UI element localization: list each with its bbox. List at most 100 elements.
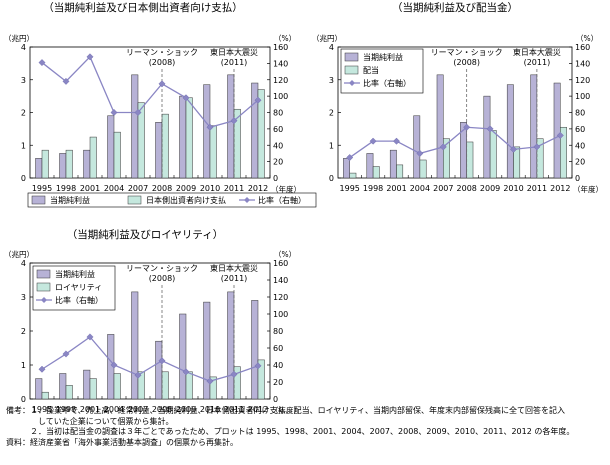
y-right-tick-label: 60	[273, 344, 283, 353]
y-right-tick-label: 100	[273, 92, 288, 101]
x-tick-label: 2010	[200, 405, 220, 414]
legend-label: 当期純利益	[55, 269, 95, 279]
legend: 当期純利益 日本側出資者向け支払 比率（右軸）	[27, 192, 317, 208]
y-right-tick-label: 100	[273, 310, 288, 319]
y-right-unit: （%）	[274, 34, 296, 43]
bar-net-profit	[506, 84, 514, 179]
bar-net-profit	[83, 149, 91, 179]
ratio-point	[230, 370, 238, 378]
event-label: 東日本大震災	[210, 47, 258, 57]
y-right-tick-label: 40	[273, 361, 283, 370]
bar-net-profit	[483, 95, 491, 179]
y-right-tick-label: 120	[575, 76, 590, 85]
y-right-tick-label: 0	[273, 174, 278, 183]
legend-swatch	[36, 269, 51, 279]
y-right-tick-label: 160	[273, 259, 288, 268]
bar-net-profit	[553, 82, 561, 179]
y-right-tick-label: 60	[575, 125, 585, 134]
x-tick-label: 2011	[527, 184, 547, 193]
bar-payment	[443, 138, 450, 179]
x-tick-label: 2009	[176, 405, 196, 414]
chart-title: （当期純利益及び日本側出資者向け支払）	[43, 1, 243, 14]
bar-payment	[161, 113, 169, 179]
x-tick-label: 2009	[176, 184, 196, 193]
x-tick-label: 2007	[128, 184, 148, 193]
bar-net-profit	[155, 122, 163, 179]
bar-payment	[89, 136, 97, 179]
bar-payment	[489, 130, 497, 179]
ratio-point	[439, 143, 447, 151]
bar-net-profit	[413, 115, 421, 179]
x-unit: （年度）	[271, 184, 301, 194]
y-right-tick-label: 120	[273, 76, 288, 85]
y-right-tick-label: 20	[575, 158, 585, 167]
ratio-line	[41, 336, 259, 382]
ratio-point	[254, 96, 262, 104]
ratio-point	[346, 154, 354, 162]
y-right-tick-label: 40	[273, 141, 283, 150]
x-tick-label: 2007	[128, 405, 148, 414]
bar-payment	[89, 378, 97, 400]
ratio-line	[41, 55, 259, 128]
legend-label: ロイヤリティ	[55, 283, 102, 292]
bar-payment	[233, 108, 241, 179]
ratio-point	[463, 123, 471, 131]
ratio-point	[62, 77, 70, 85]
chart-3: （当期純利益及びロイヤリティ）（兆円） （%）（年度）01234020406080…	[4, 228, 301, 415]
legend-label: 比率（右軸）	[258, 195, 306, 205]
ratio-point	[86, 53, 94, 61]
event-year: (2011)	[524, 58, 551, 67]
y-right-tick-label: 140	[575, 59, 590, 68]
event-label: リーマン・ショック	[126, 48, 198, 57]
legend-swatch	[36, 282, 51, 292]
bar-net-profit	[203, 84, 211, 179]
y-left-tick-label: 4	[21, 43, 26, 52]
event-label: 東日本大震災	[210, 263, 258, 273]
event-year: (2011)	[221, 274, 248, 283]
x-tick-label: 2007	[433, 184, 453, 193]
event-label: リーマン・ショック	[126, 264, 198, 273]
legend-swatch	[344, 52, 359, 62]
bar-payment	[209, 125, 217, 179]
ratio-point	[182, 368, 190, 376]
y-right-tick-label: 80	[273, 109, 283, 118]
x-tick-label: 1998	[56, 405, 76, 414]
legend-marker	[349, 80, 355, 86]
event-year: (2008)	[149, 58, 176, 67]
bar-payment	[137, 102, 145, 179]
y-left-unit: （兆円）	[312, 33, 342, 43]
ratio-point	[533, 143, 541, 151]
bar-net-profit	[251, 82, 259, 179]
bar-payment	[113, 373, 121, 400]
bar-payment	[257, 89, 265, 179]
legend-swatch	[344, 65, 359, 75]
note-line: 備考：１．操業中で、売上高、経常利益、当期純利益、日本側出資者向け支払、配当、ロ…	[6, 406, 565, 415]
bar-payment	[466, 141, 474, 179]
ratio-point	[556, 131, 564, 139]
y-right-unit: （%）	[576, 34, 598, 43]
y-right-tick-label: 80	[575, 109, 585, 118]
note-line: 資料：経済産業省「海外事業活動基本調査」の個票から再集計。	[6, 437, 238, 447]
ratio-point	[254, 362, 262, 370]
bar-payment	[41, 149, 49, 179]
legend-marker	[244, 197, 250, 203]
event-year: (2008)	[149, 274, 176, 283]
bar-net-profit	[179, 95, 187, 179]
y-left-tick-label: 2	[21, 327, 26, 336]
bar-payment	[560, 126, 567, 179]
ratio-point	[38, 365, 46, 373]
bar-net-profit	[155, 340, 163, 400]
x-tick-label: 2010	[503, 184, 523, 193]
ratio-point	[416, 149, 424, 157]
ratio-point	[86, 333, 94, 341]
legend-swatch	[127, 195, 142, 205]
x-tick-label: 2012	[248, 405, 268, 414]
x-tick-label: 2001	[80, 184, 100, 193]
legend-label: 比率（右軸）	[363, 78, 411, 88]
x-unit: （年度）	[573, 184, 603, 194]
bar-net-profit	[59, 153, 67, 179]
bar-net-profit	[107, 115, 115, 179]
x-tick-label: 2012	[248, 184, 268, 193]
x-tick-label: 2004	[104, 405, 124, 414]
